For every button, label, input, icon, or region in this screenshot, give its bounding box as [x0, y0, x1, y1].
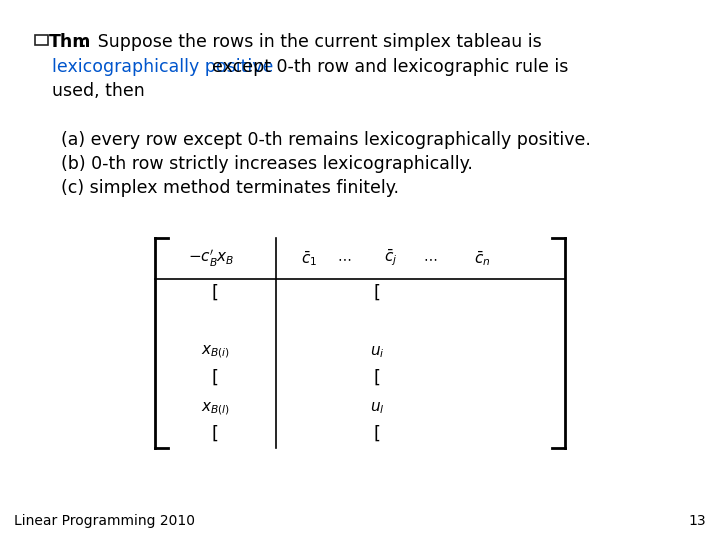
Text: $x_{B(l)}$: $x_{B(l)}$	[201, 400, 230, 417]
Text: $\bar{c}_n$: $\bar{c}_n$	[474, 249, 490, 267]
Text: lexicographically positive: lexicographically positive	[52, 58, 273, 76]
Text: [: [	[212, 284, 219, 302]
Text: :  Suppose the rows in the current simplex tableau is: : Suppose the rows in the current simple…	[81, 33, 541, 51]
Text: $u_i$: $u_i$	[370, 345, 384, 360]
Text: $\bar{c}_j$: $\bar{c}_j$	[384, 248, 397, 268]
Text: except 0-th row and lexicographic rule is: except 0-th row and lexicographic rule i…	[212, 58, 568, 76]
Text: (c) simplex method terminates finitely.: (c) simplex method terminates finitely.	[61, 179, 399, 197]
Text: (b) 0-th row strictly increases lexicographically.: (b) 0-th row strictly increases lexicogr…	[61, 155, 473, 173]
Text: 13: 13	[688, 514, 706, 528]
Text: [: [	[374, 369, 381, 387]
Text: [: [	[374, 425, 381, 443]
Text: Linear Programming 2010: Linear Programming 2010	[14, 514, 195, 528]
Text: $\cdots$: $\cdots$	[337, 251, 351, 265]
Text: $u_l$: $u_l$	[370, 401, 384, 416]
Text: [: [	[212, 369, 219, 387]
Text: $\cdots$: $\cdots$	[423, 251, 438, 265]
Text: $x_{B(i)}$: $x_{B(i)}$	[201, 344, 230, 360]
Text: used, then: used, then	[52, 82, 145, 100]
Text: [: [	[212, 425, 219, 443]
Text: [: [	[374, 284, 381, 302]
Text: (a) every row except 0-th remains lexicographically positive.: (a) every row except 0-th remains lexico…	[61, 131, 591, 149]
Bar	[35, 35, 48, 45]
Text: $\bar{c}_1$: $\bar{c}_1$	[301, 249, 318, 267]
Text: $-c_B'x_B$: $-c_B'x_B$	[189, 247, 235, 269]
Text: Thm: Thm	[49, 33, 91, 51]
